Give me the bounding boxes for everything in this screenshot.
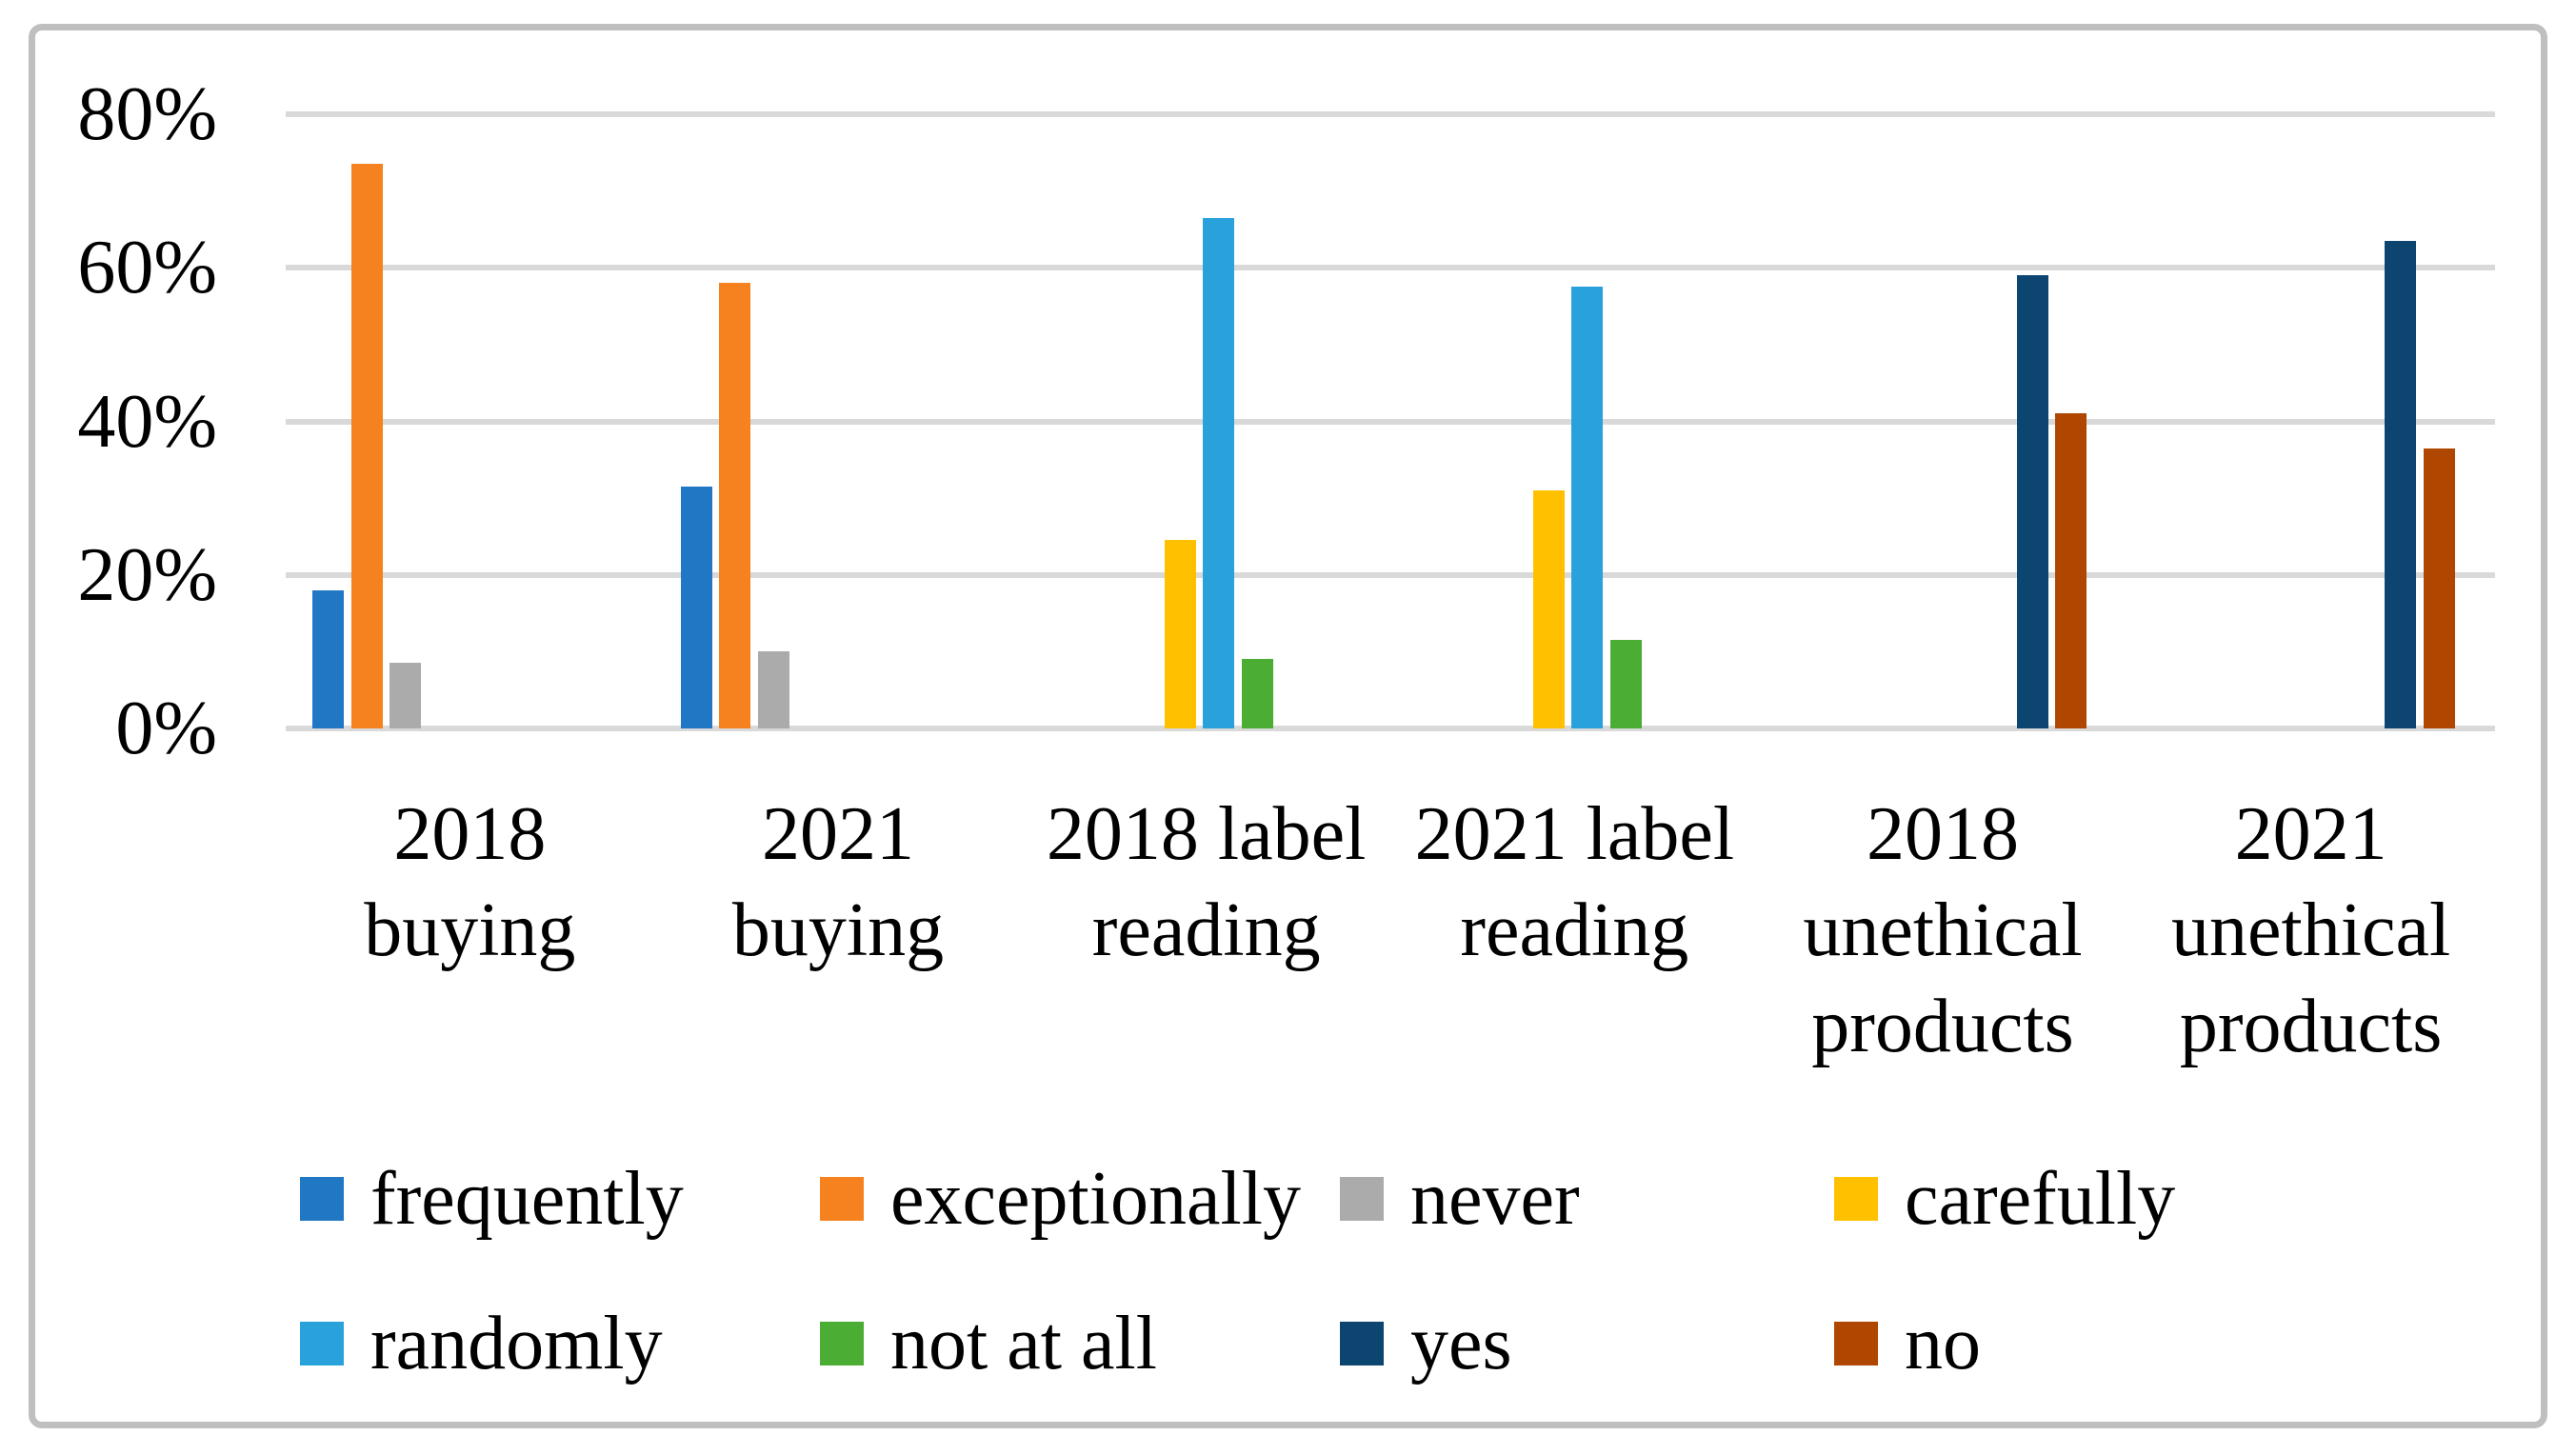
category-label-line: 2018 bbox=[393, 792, 547, 876]
legend-swatch-icon bbox=[820, 1177, 864, 1221]
legend-item-frequently: frequently bbox=[300, 1157, 684, 1241]
legend-item-carefully: carefully bbox=[1834, 1157, 2175, 1241]
category-label-line: 2018 bbox=[1866, 792, 2019, 876]
legend-swatch-icon bbox=[1834, 1322, 1878, 1365]
gridline-80 bbox=[286, 111, 2495, 117]
legend-item-yes: yes bbox=[1340, 1302, 1512, 1385]
legend-swatch-icon bbox=[1340, 1322, 1384, 1365]
bar-frequently-2 bbox=[680, 487, 712, 728]
category-label-line: unethical bbox=[1803, 888, 2083, 972]
x-axis-line bbox=[286, 726, 2495, 731]
category-label-line: 2018 label bbox=[1046, 792, 1367, 876]
legend-label: exceptionally bbox=[890, 1157, 1301, 1241]
category-label-line: reading bbox=[1091, 888, 1321, 972]
y-tick-label: 80% bbox=[77, 72, 217, 156]
legend-swatch-icon bbox=[1340, 1177, 1384, 1221]
category-label-5: 2018 unethical products bbox=[1759, 787, 2127, 1075]
legend-swatch-icon bbox=[820, 1322, 864, 1365]
gridline-60 bbox=[286, 265, 2495, 271]
category-label-4: 2021 label reading bbox=[1390, 787, 1759, 979]
bar-randomly-3 bbox=[1203, 217, 1235, 728]
legend-label: not at all bbox=[890, 1302, 1157, 1385]
gridline-40 bbox=[286, 418, 2495, 425]
y-tick-label: 60% bbox=[77, 226, 217, 310]
legend-item-no: no bbox=[1834, 1302, 1981, 1385]
bar-never-1 bbox=[389, 663, 421, 728]
category-label-6: 2021 unethical products bbox=[2127, 787, 2495, 1075]
gridline-20 bbox=[286, 571, 2495, 578]
bar-yes-6 bbox=[2385, 241, 2417, 728]
y-tick-label: 20% bbox=[77, 532, 217, 617]
bar-not-at-all-3 bbox=[1241, 659, 1273, 728]
category-label-line: 2021 label bbox=[1414, 792, 1735, 876]
category-label-line: products bbox=[1811, 985, 2074, 1068]
legend-item-exceptionally: exceptionally bbox=[820, 1157, 1301, 1241]
bar-exceptionally-1 bbox=[350, 164, 383, 728]
y-tick-label: 40% bbox=[77, 379, 217, 464]
category-label-line: reading bbox=[1460, 888, 1689, 972]
legend-label: carefully bbox=[1905, 1157, 2176, 1241]
category-label-line: buying bbox=[364, 888, 576, 972]
legend-label: frequently bbox=[370, 1157, 684, 1241]
bar-no-6 bbox=[2423, 448, 2455, 728]
bar-yes-5 bbox=[2016, 275, 2048, 728]
bar-not-at-all-4 bbox=[1609, 640, 1642, 728]
bar-never-2 bbox=[757, 651, 789, 728]
bar-frequently-1 bbox=[312, 589, 344, 728]
legend-label: no bbox=[1905, 1302, 1981, 1385]
bar-exceptionally-2 bbox=[719, 283, 751, 728]
bar-carefully-3 bbox=[1164, 540, 1196, 728]
legend-swatch-icon bbox=[300, 1322, 344, 1365]
legend-label: randomly bbox=[370, 1302, 663, 1385]
legend-swatch-icon bbox=[300, 1177, 344, 1221]
bar-no-5 bbox=[2055, 413, 2087, 728]
category-label-line: 2021 bbox=[2234, 792, 2387, 876]
legend-item-randomly: randomly bbox=[300, 1302, 663, 1385]
category-label-3: 2018 label reading bbox=[1022, 787, 1390, 979]
category-label-2: 2021 buying bbox=[654, 787, 1023, 979]
category-label-line: products bbox=[2179, 985, 2443, 1068]
legend-swatch-icon bbox=[1834, 1177, 1878, 1221]
category-label-line: buying bbox=[731, 888, 945, 972]
legend-label: never bbox=[1410, 1157, 1580, 1241]
y-tick-label: 0% bbox=[115, 687, 217, 770]
legend-label: yes bbox=[1410, 1302, 1512, 1385]
category-label-line: 2021 bbox=[761, 792, 914, 876]
category-label-line: unethical bbox=[2171, 888, 2451, 972]
legend-item-not-at-all: not at all bbox=[820, 1302, 1157, 1385]
legend-item-never: never bbox=[1340, 1157, 1580, 1241]
bar-randomly-4 bbox=[1571, 287, 1603, 728]
category-label-1: 2018 buying bbox=[286, 787, 654, 979]
bar-carefully-4 bbox=[1532, 490, 1565, 728]
